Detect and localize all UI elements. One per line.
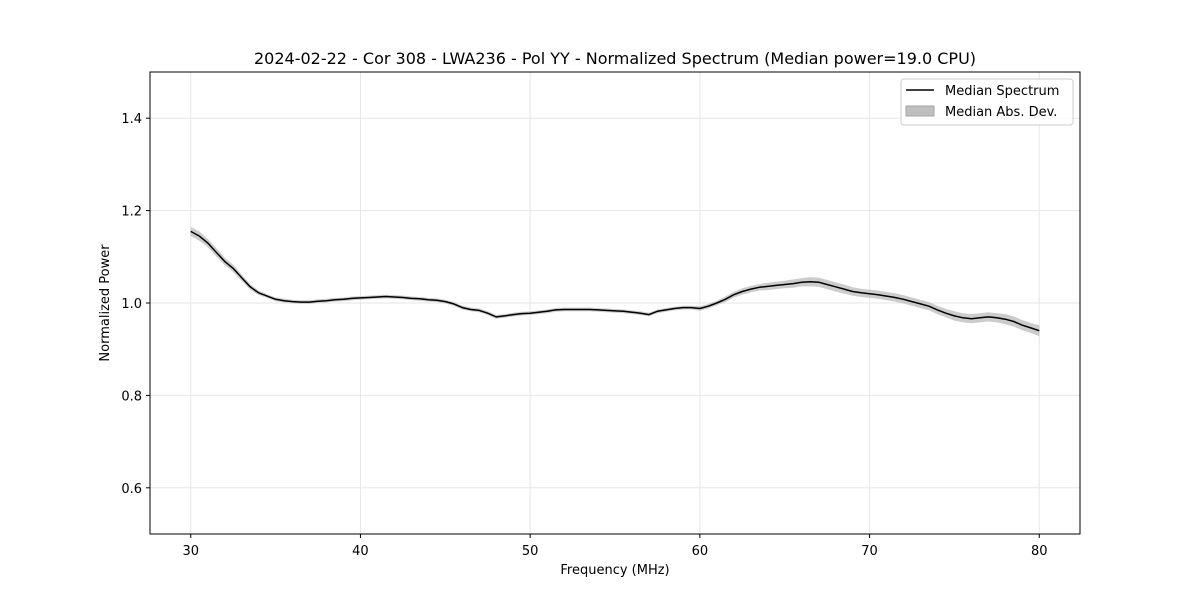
legend-label-median-abs-dev: Median Abs. Dev. — [945, 105, 1057, 120]
legend-box — [900, 78, 1074, 126]
median-line-layer — [190, 230, 1040, 332]
x-tick-label: 30 — [182, 544, 199, 559]
y-axis-label: Normalized Power — [98, 244, 113, 362]
y-tick-label: 1.0 — [121, 297, 142, 312]
x-axis: 30 40 50 60 70 80 — [182, 534, 1048, 559]
y-tick-label: 0.8 — [121, 389, 142, 404]
y-tick-label: 0.6 — [121, 482, 142, 497]
x-tick-label: 50 — [522, 544, 539, 559]
median-spectrum-line — [190, 230, 1040, 332]
y-tick-label: 1.2 — [121, 205, 142, 220]
x-tick-label: 60 — [692, 544, 709, 559]
legend-band-swatch — [905, 105, 935, 117]
x-tick-label: 80 — [1031, 544, 1048, 559]
chart-title: 2024-02-22 - Cor 308 - LWA236 - Pol YY -… — [254, 49, 976, 68]
y-tick-label: 1.4 — [121, 112, 142, 127]
x-axis-label: Frequency (MHz) — [560, 563, 669, 578]
y-axis: 0.6 0.8 1.0 1.2 1.4 — [121, 112, 150, 497]
legend: Median Spectrum Median Abs. Dev. — [900, 78, 1074, 126]
legend-label-median-spectrum: Median Spectrum — [945, 84, 1059, 99]
x-tick-label: 40 — [352, 544, 369, 559]
x-tick-label: 70 — [861, 544, 878, 559]
